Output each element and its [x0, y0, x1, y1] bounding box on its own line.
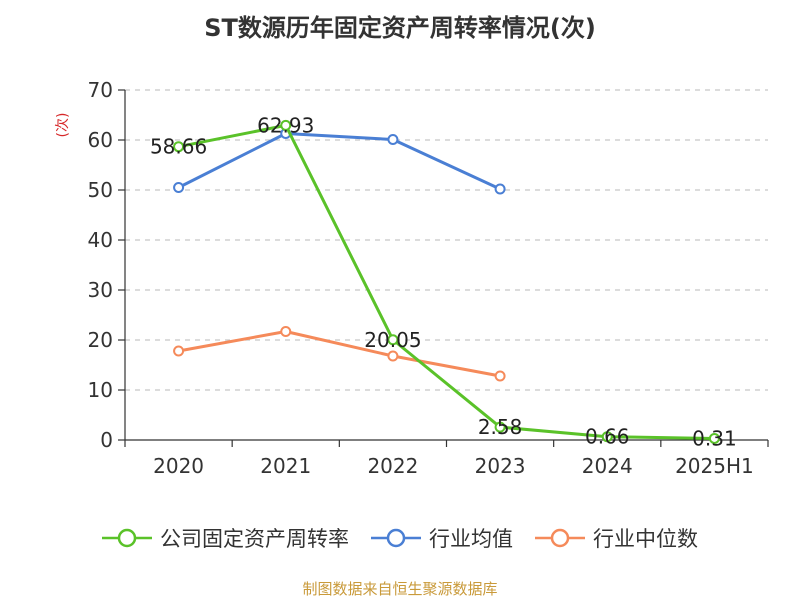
data-label: 20.05: [364, 328, 421, 352]
data-point: [387, 334, 399, 346]
data-point: [173, 141, 185, 153]
legend: 公司固定资产周转率 行业均值 行业中位数: [0, 520, 800, 556]
series-line: [177, 132, 501, 191]
data-point: [494, 421, 506, 433]
series-line: [178, 330, 501, 378]
grid-lines: [125, 89, 768, 391]
y-tick-label: 0: [100, 428, 113, 452]
data-point: [173, 345, 185, 357]
data-point: [708, 432, 720, 444]
legend-line-marker-icon: [535, 528, 585, 548]
data-point: [494, 370, 506, 382]
y-tick-label: 40: [88, 228, 113, 252]
x-tick-label: 2023: [475, 454, 526, 478]
legend-item-industry-mean[interactable]: 行业均值: [371, 523, 513, 553]
data-point: [173, 182, 185, 193]
x-tick-label: 2021: [260, 454, 311, 478]
y-tick-label: 70: [88, 78, 113, 102]
legend-label: 行业均值: [429, 527, 513, 551]
y-tick-label: 50: [88, 178, 113, 202]
legend-label: 公司固定资产周转率: [160, 527, 349, 551]
legend-item-company[interactable]: 公司固定资产周转率: [102, 523, 349, 553]
legend-label: 行业中位数: [593, 527, 698, 551]
data-label: 2.58: [478, 415, 523, 439]
x-tick-label: 2025H1: [675, 454, 754, 478]
chart-title: ST数源历年固定资产周转率情况(次): [204, 14, 596, 42]
legend-item-industry-median[interactable]: 行业中位数: [535, 523, 698, 553]
data-point: [387, 134, 399, 145]
y-tick-label: 20: [88, 328, 113, 352]
data-point: [280, 119, 292, 131]
data-label: 58.66: [150, 135, 207, 159]
y-tick-label: 60: [88, 128, 113, 152]
axes: 0 10 20 30 40 50 60 70 2020 2021 2022 2023 2024 2025H…: [88, 78, 769, 478]
y-tick-label: 10: [88, 378, 113, 402]
x-tick-label: 2022: [367, 454, 418, 478]
data-point: [601, 431, 613, 443]
x-tick-label: 2020: [153, 454, 204, 478]
series-lines: [173, 119, 720, 444]
data-point: [387, 350, 399, 362]
data-point: [494, 183, 506, 195]
source-note: 制图数据来自恒生聚源数据库: [302, 580, 498, 598]
data-point: [280, 326, 292, 337]
x-tick-label: 2024: [582, 454, 633, 478]
y-tick-label: 30: [88, 278, 113, 302]
legend-line-marker-icon: [102, 528, 152, 548]
legend-line-marker-icon: [371, 528, 421, 548]
data-label: 62.93: [257, 113, 314, 137]
data-label: 0.66: [585, 425, 630, 449]
y-axis-label: (次): [55, 113, 71, 138]
data-label: 0.31: [692, 426, 737, 450]
data-labels: 58.66 62.93 20.05 2.58 0.66 0.31: [150, 113, 737, 450]
series-line: [178, 123, 715, 440]
